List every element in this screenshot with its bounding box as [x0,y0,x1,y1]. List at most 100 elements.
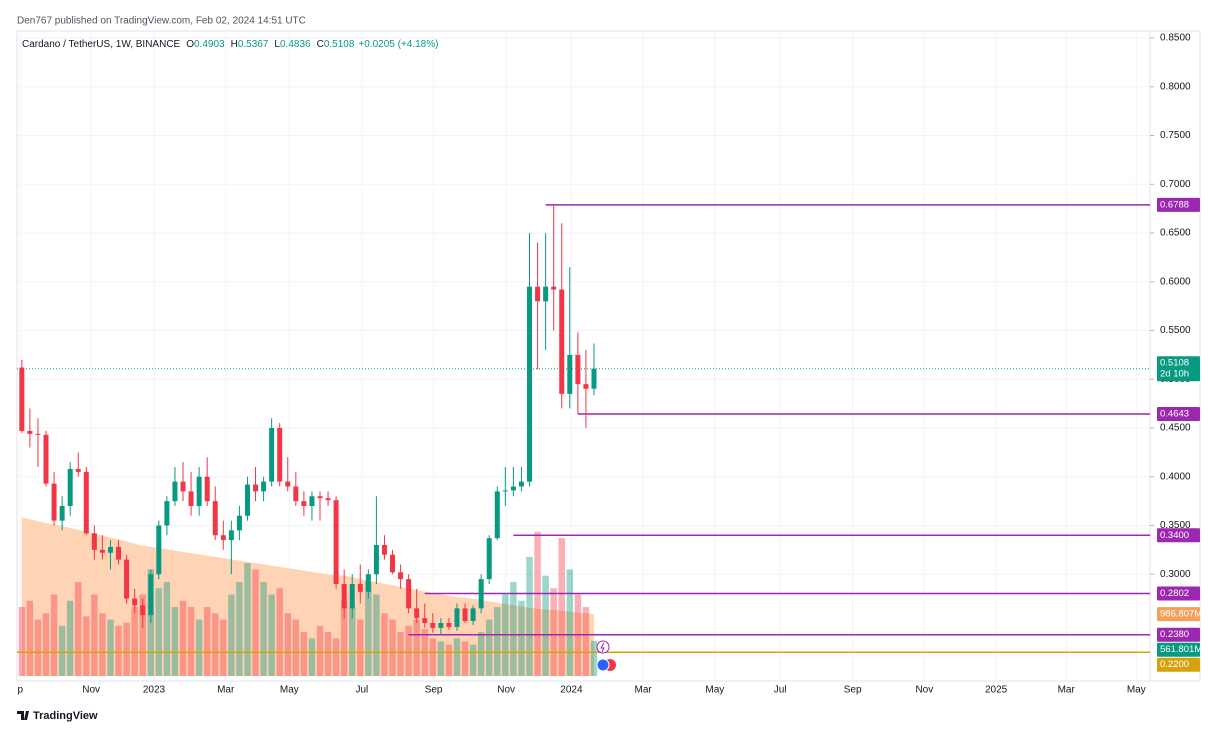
volume-bar [365,581,372,676]
volume-bar [477,632,485,676]
volume-bar [349,607,356,676]
candle-body [535,286,541,302]
candle-body [398,572,404,580]
candle-body [575,354,581,385]
volume-bar [18,607,26,676]
candle-body [486,538,492,580]
volume-bar [212,613,219,676]
price-label: 561.801M [1160,644,1202,655]
volume-bar [357,619,364,676]
candle-body [35,433,41,435]
candle-body [390,554,396,573]
volume-bar [203,607,211,676]
candle-body [325,498,331,501]
candle-body [27,430,33,434]
candle-body [212,501,218,536]
volume-bar [300,632,308,676]
candle-body [414,608,420,619]
volume-bar [284,613,291,676]
legend-field-label: O [186,39,194,50]
price-label-box [1157,586,1200,601]
y-tick-label: 0.6500 [1160,228,1191,239]
candle-body [204,476,210,502]
price-label-box [1157,607,1200,622]
candle-body [244,484,250,516]
candle-body [91,533,97,550]
y-tick-label: 0.6000 [1160,276,1191,287]
candle-body [510,486,516,491]
volume-bar [453,638,461,676]
legend-field-label: H [231,39,238,50]
candle-body [341,583,347,609]
volume-bar [526,556,533,676]
volume-bar [91,594,98,676]
volume-bar [373,594,380,676]
y-tick-label: 0.5500 [1160,325,1191,336]
volume-bar [66,600,74,676]
candle-body [75,468,81,472]
price-label: 986.807M [1160,609,1202,620]
volume-bar [494,607,501,676]
volume-bar [308,638,316,676]
candle-body [156,525,162,575]
candle-body [446,622,452,627]
x-tick-label: Nov [82,685,100,696]
candle-body [309,496,315,506]
x-tick-label: Mar [1058,685,1076,696]
footer-logo [17,711,29,720]
volume-bar [163,581,171,676]
candle-body [277,428,283,482]
volume-bar [389,619,396,676]
candle-body [406,579,412,609]
candle-body [454,608,460,627]
volume-bar [139,594,146,676]
axis-layer: 0.30000.35000.40000.45000.50000.55000.60… [17,33,1202,696]
volume-bar [292,619,300,676]
volume-bar [461,641,469,676]
candle-body [518,481,524,487]
candle-body [567,354,573,394]
candle-body [349,583,355,609]
volume-bar [324,632,332,676]
volume-bar [26,600,34,676]
candle-body [478,579,484,609]
candle-body [172,481,178,502]
legend-field-value: 0.4903 [194,39,225,50]
candle-body [132,598,138,606]
candle-body [317,496,323,499]
volume-bar [413,619,420,676]
candle-body [502,490,508,492]
candle-body [583,384,589,389]
volume-bar [115,625,122,676]
volume-bar [429,638,437,676]
candle-body [543,286,549,302]
candle-body [422,618,428,623]
price-label-box [1157,356,1200,382]
y-tick-label: 0.7500 [1160,130,1191,141]
grid-layer [17,31,1150,681]
volume-ma-area [21,517,594,676]
price-label-box [1157,528,1200,543]
volume-bar [469,644,477,676]
candle-body [107,546,113,553]
price-label-box [1157,657,1200,672]
price-label: 0.6788 [1160,199,1189,210]
level-layer [17,204,1150,653]
y-tick-label: 0.3000 [1160,569,1191,580]
price-label: 0.2200 [1160,659,1189,670]
candle-body [591,368,597,389]
volume-bar [518,600,525,676]
volume-bar [437,641,445,676]
y-tick-label: 0.4500 [1160,423,1191,434]
candle-body [228,530,234,541]
price-label: 0.3400 [1160,530,1189,541]
volume-bar [34,619,42,676]
y-tick-label: 0.8000 [1160,81,1191,92]
candle-body [438,622,444,628]
candle-body [236,515,242,531]
price-label-box [1157,627,1200,642]
volume-bar [123,622,130,676]
volume-bar [75,581,82,676]
x-tick-label: Sep [844,685,862,696]
price-label: 2d 10h [1160,369,1189,380]
